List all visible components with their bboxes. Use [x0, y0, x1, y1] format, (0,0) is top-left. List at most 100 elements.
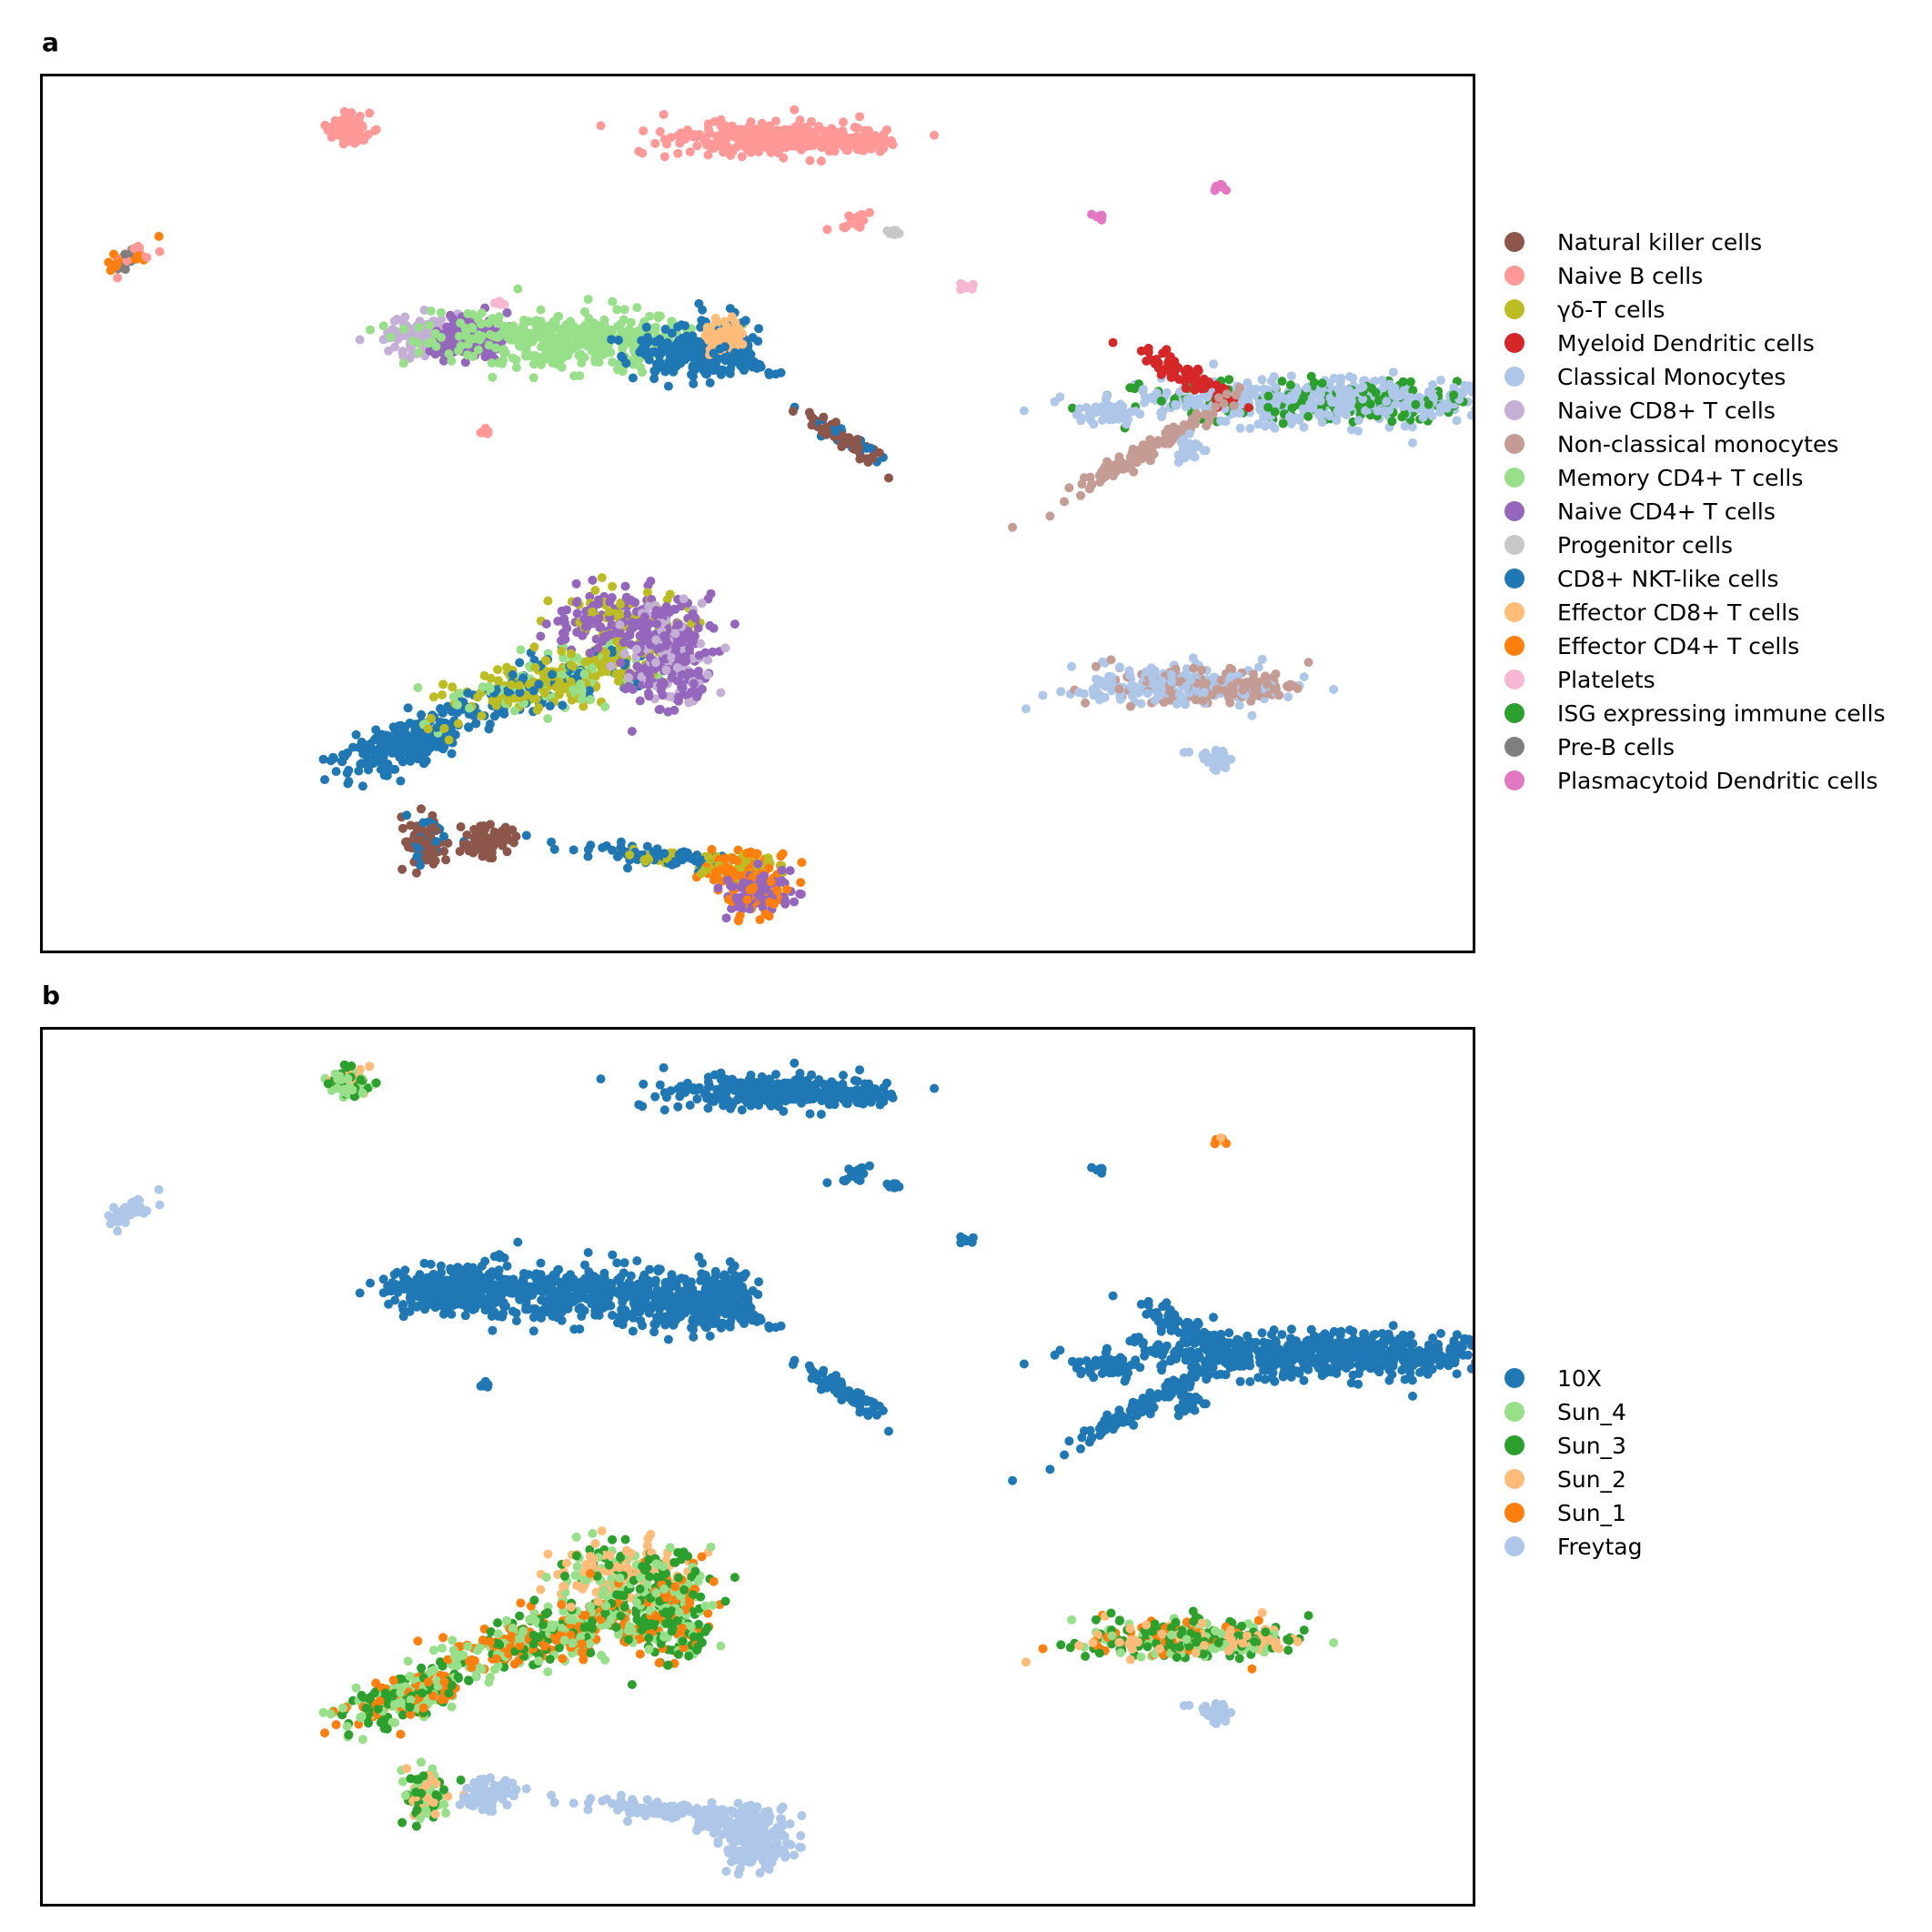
scatter-point	[795, 134, 805, 144]
scatter-point	[673, 131, 683, 141]
scatter-point	[615, 620, 625, 629]
scatter-point	[131, 1207, 141, 1217]
scatter-point	[855, 454, 865, 464]
scatter-point	[1471, 405, 1473, 413]
scatter-point	[1216, 179, 1226, 189]
scatter-point	[1277, 377, 1287, 387]
scatter-point	[543, 328, 553, 338]
scatter-point	[405, 749, 415, 759]
scatter-point	[330, 116, 340, 126]
scatter-point	[378, 321, 388, 331]
scatter-point	[604, 607, 614, 617]
legend-item: Non-classical monocytes	[1503, 428, 1838, 460]
scatter-point	[746, 1085, 756, 1095]
scatter-point	[575, 371, 585, 381]
scatter-point	[757, 118, 767, 128]
scatter-point	[1192, 400, 1202, 410]
scatter-point	[642, 627, 652, 637]
scatter-point	[737, 152, 747, 162]
scatter-point	[1428, 380, 1438, 389]
scatter-point	[1182, 681, 1192, 691]
scatter-point	[615, 609, 625, 619]
scatter-point	[577, 324, 587, 334]
scatter-point	[625, 850, 635, 860]
scatter-point	[514, 680, 524, 690]
scatter-point	[659, 1062, 669, 1072]
scatter-point	[608, 297, 618, 307]
scatter-point	[638, 148, 648, 158]
scatter-point	[516, 645, 526, 655]
scatter-point	[865, 207, 874, 217]
scatter-point	[530, 351, 540, 361]
scatter-point	[1115, 662, 1124, 672]
scatter-point	[425, 320, 435, 330]
scatter-point	[804, 1094, 814, 1104]
scatter-point	[1235, 423, 1245, 433]
scatter-point	[1324, 411, 1334, 421]
legend-label: Platelets	[1557, 666, 1655, 693]
scatter-point	[1192, 367, 1201, 377]
scatter-point	[357, 1088, 367, 1098]
scatter-point	[551, 323, 561, 333]
scatter-point	[737, 1105, 747, 1115]
scatter-point	[777, 876, 787, 886]
scatter-point	[692, 1094, 702, 1104]
scatter-point	[492, 298, 502, 307]
scatter-point	[651, 635, 661, 645]
scatter-point	[488, 372, 498, 382]
legend-label: Pre-B cells	[1557, 733, 1675, 760]
scatter-point	[458, 840, 468, 850]
scatter-point	[709, 623, 719, 633]
scatter-point	[502, 307, 512, 317]
scatter-point	[1162, 345, 1172, 355]
scatter-point	[728, 881, 738, 891]
scatter-point	[669, 604, 679, 614]
scatter-point	[577, 694, 587, 704]
scatter-point	[772, 1079, 782, 1089]
scatter-point	[1202, 421, 1212, 431]
legend-marker	[1504, 266, 1524, 286]
scatter-point	[109, 1202, 118, 1213]
scatter-point	[1374, 396, 1384, 406]
scatter-point	[1234, 700, 1244, 710]
scatter-point	[689, 679, 699, 689]
scatter-point	[1299, 672, 1309, 682]
scatter-point	[493, 830, 503, 840]
scatter-point	[1449, 383, 1459, 393]
scatter-point	[571, 598, 581, 608]
scatter-point	[659, 609, 668, 619]
scatter-point	[743, 349, 753, 358]
scatter-point	[720, 643, 730, 653]
scatter-point	[1257, 375, 1267, 385]
scatter-point	[357, 135, 367, 145]
scatter-point	[777, 136, 787, 146]
scatter-point	[767, 133, 777, 143]
scatter-point	[428, 822, 438, 832]
scatter-point	[580, 657, 590, 667]
scatter-point	[1442, 403, 1452, 413]
scatter-point	[465, 703, 474, 713]
scatter-point	[1201, 446, 1211, 456]
scatter-point	[616, 319, 626, 329]
scatter-point	[1317, 378, 1327, 388]
scatter-point	[1429, 393, 1439, 403]
scatter-point	[701, 369, 711, 379]
scatter-point	[583, 851, 593, 861]
scatter-point	[757, 136, 766, 146]
scatter-point	[347, 107, 357, 117]
scatter-point	[1452, 416, 1462, 426]
scatter-point	[727, 312, 737, 322]
legend-marker	[1504, 703, 1524, 723]
scatter-point	[566, 660, 576, 670]
legend-item: Classical Monocytes	[1503, 360, 1786, 393]
scatter-point	[426, 713, 436, 723]
scatter-point	[1272, 397, 1282, 407]
scatter-point	[541, 656, 551, 666]
scatter-point	[1091, 661, 1101, 671]
scatter-point	[456, 822, 466, 831]
scatter-point	[1278, 418, 1288, 428]
scatter-point	[1285, 380, 1295, 390]
scatter-point	[417, 709, 427, 719]
scatter-point	[480, 427, 490, 436]
scatter-point	[135, 242, 145, 252]
